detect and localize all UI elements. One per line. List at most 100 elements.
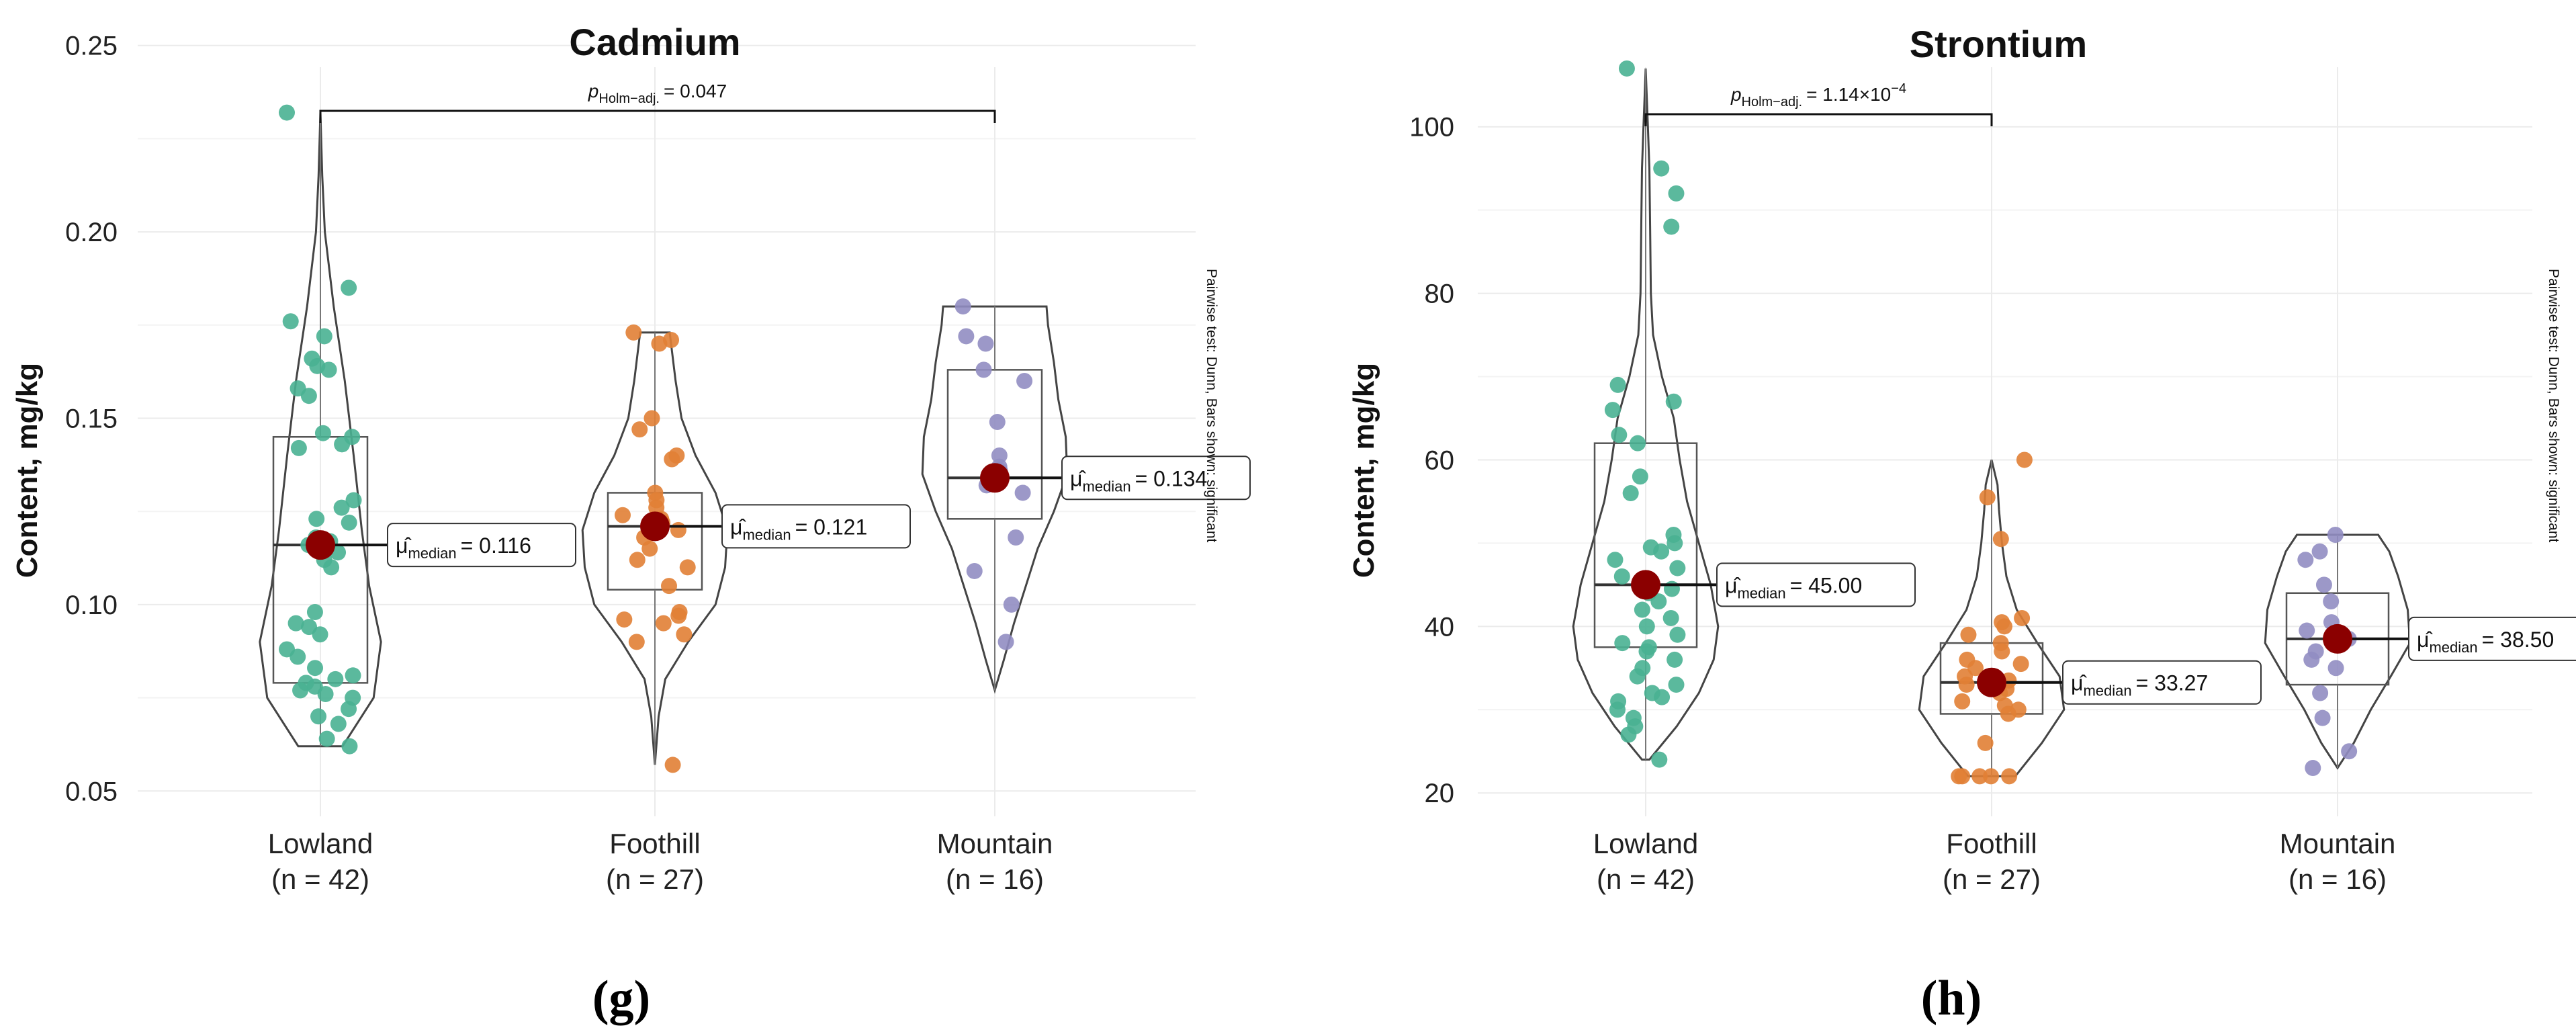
data-point	[679, 559, 696, 576]
data-point	[318, 730, 335, 747]
y-tick-label: 0.05	[65, 777, 118, 806]
data-point	[1662, 609, 1679, 626]
strontium-violins: μ̂median = 45.00μ̂median = 33.27μ̂median = …	[1572, 60, 2576, 785]
median-point	[2323, 623, 2352, 654]
x-category-label: Mountain	[937, 828, 1053, 859]
data-point	[292, 682, 309, 699]
strontium-title: Strontium	[1910, 23, 2087, 65]
data-point	[1669, 626, 1686, 643]
data-point	[307, 660, 324, 677]
data-point	[1654, 689, 1671, 705]
cadmium-pvalue-value: = 0.047	[664, 81, 727, 101]
data-point	[2312, 685, 2329, 701]
data-point	[1611, 427, 1628, 443]
panel-label-g: (g)	[592, 971, 650, 1026]
data-point	[1008, 529, 1024, 546]
cadmium-pvalue-label: pHolm−adj. = 0.047	[588, 81, 727, 106]
data-point	[1014, 484, 1031, 501]
data-point	[320, 361, 337, 378]
strontium-bracket-lowland-foothill	[1644, 113, 1993, 126]
data-point	[290, 439, 307, 456]
x-category-n-label: (n = 16)	[2289, 863, 2387, 895]
data-point	[2323, 593, 2340, 610]
data-point	[1653, 160, 1670, 177]
y-tick-label: 80	[1425, 279, 1455, 309]
data-point	[1668, 677, 1685, 693]
data-point	[341, 738, 358, 755]
data-point	[1613, 568, 1630, 585]
strontium-pvalue-sub: Holm−adj.	[1742, 95, 1803, 110]
data-point	[1979, 489, 1996, 506]
median-label-box	[1716, 562, 1916, 607]
data-point	[345, 492, 362, 509]
violin-outline	[259, 112, 382, 748]
data-point	[664, 757, 681, 773]
panel-label-h: (h)	[1921, 971, 1982, 1026]
data-point	[1992, 531, 2009, 548]
data-point	[1634, 601, 1650, 618]
data-point	[975, 361, 992, 378]
data-point	[2299, 622, 2315, 639]
x-category-label: Lowland	[268, 828, 373, 859]
median-label-sub: median	[1082, 478, 1130, 494]
x-category-label: Foothill	[1946, 828, 2037, 859]
data-point	[660, 578, 677, 595]
data-point	[631, 421, 648, 438]
violin-outline	[1918, 460, 2066, 777]
data-point	[310, 708, 327, 725]
median-label-value: = 0.121	[795, 515, 868, 539]
y-tick-label: 20	[1425, 779, 1455, 808]
x-category-label: Mountain	[2280, 828, 2396, 859]
y-tick-label: 0.20	[65, 218, 118, 247]
data-point	[1954, 693, 1971, 709]
data-point	[2012, 656, 2029, 673]
cadmium-y-ticks: 0.05 0.10 0.15 0.20 0.25	[65, 32, 118, 807]
data-point	[282, 313, 299, 330]
data-point	[345, 667, 361, 684]
data-point	[625, 324, 642, 341]
data-point	[1650, 593, 1667, 610]
y-tick-label: 0.25	[65, 32, 118, 61]
data-point	[1620, 726, 1637, 743]
data-point	[1604, 402, 1621, 419]
median-label-sub: median	[2429, 639, 2477, 656]
median-label-sub: median	[742, 526, 791, 543]
median-label-box	[2408, 616, 2576, 661]
data-point	[1669, 560, 1686, 576]
cadmium-pvalue-p: p	[588, 81, 599, 101]
data-point	[1653, 543, 1670, 560]
data-point	[643, 410, 660, 427]
cadmium-significance: pHolm−adj. = 0.047	[319, 81, 996, 123]
data-point	[2016, 451, 2033, 468]
data-point	[954, 298, 971, 315]
x-category-n-label: (n = 42)	[1597, 863, 1695, 895]
median-label: μ̂median = 0.121	[730, 515, 867, 543]
median-label: μ̂median = 38.50	[2417, 628, 2554, 656]
data-point	[2311, 543, 2328, 560]
data-point	[1651, 751, 1668, 768]
median-point	[980, 463, 1010, 493]
data-point	[664, 451, 680, 468]
data-point	[1663, 218, 1680, 235]
median-label-value: = 0.134	[1135, 466, 1208, 490]
data-point	[1609, 701, 1626, 718]
data-point	[341, 514, 357, 531]
median-label-value: = 33.27	[2136, 671, 2209, 695]
median-label-box	[1061, 456, 1251, 501]
strontium-pvalue-value: = 1.14×10	[1806, 84, 1891, 105]
cadmium-gridlines	[138, 44, 1196, 816]
violin-group-mountain: μ̂median = 38.50	[2264, 527, 2576, 777]
data-point	[1663, 580, 1680, 597]
data-point	[670, 607, 687, 624]
data-point	[312, 626, 328, 643]
data-point	[1638, 643, 1655, 660]
data-point	[1016, 373, 1033, 390]
data-point	[327, 671, 344, 687]
data-point	[1983, 768, 2000, 785]
data-point	[1977, 734, 1994, 751]
violin-group-lowland: μ̂median = 45.00	[1572, 60, 1916, 768]
data-point	[651, 335, 668, 352]
cadmium-bracket-lowland-mountain	[319, 110, 996, 123]
data-point	[1667, 535, 1683, 552]
